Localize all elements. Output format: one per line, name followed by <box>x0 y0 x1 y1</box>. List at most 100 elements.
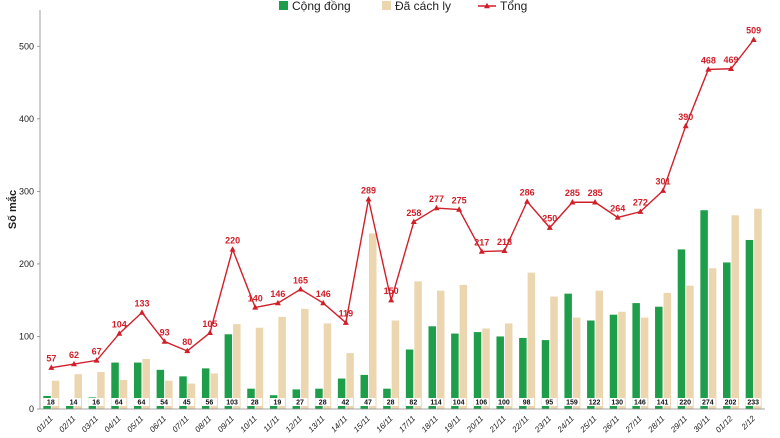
bar-value-label: 146 <box>634 400 646 407</box>
bar-value-label: 64 <box>138 400 146 407</box>
x-tick-label: 17/11 <box>397 414 417 434</box>
total-marker <box>705 66 712 72</box>
total-value-label: 146 <box>316 289 331 299</box>
bar-value-box <box>179 398 195 406</box>
x-tick-label: 01/11 <box>35 414 55 434</box>
y-tick-label: 300 <box>19 186 34 196</box>
bar-cong-dong <box>111 362 119 409</box>
bar-value-label: 19 <box>273 400 281 407</box>
bar-value-box <box>564 398 580 406</box>
bar-value-label: 28 <box>387 400 395 407</box>
bar-value-label: 100 <box>498 400 510 407</box>
bar-value-box <box>587 398 603 406</box>
x-tick-label: 09/11 <box>216 414 236 434</box>
bar-value-box <box>383 398 399 406</box>
bar-da-cach-ly <box>323 323 332 409</box>
x-tick-label: 02/11 <box>57 414 77 434</box>
bar-cong-dong <box>632 303 640 409</box>
bar-value-box <box>723 398 739 406</box>
x-tick-label: 03/11 <box>80 414 100 434</box>
x-tick-label: 07/11 <box>171 414 191 434</box>
bar-da-cach-ly <box>278 316 286 409</box>
bar-cong-dong <box>609 314 618 409</box>
bar-cong-dong <box>541 340 550 409</box>
bar-da-cach-ly <box>618 311 626 409</box>
bar-cong-dong <box>723 262 731 409</box>
total-marker <box>184 347 191 354</box>
y-axis: 0 100 200 300 400 500 <box>19 10 41 414</box>
bar-cong-dong <box>451 333 459 409</box>
bar-da-cach-ly <box>165 380 173 409</box>
bar-da-cach-ly <box>754 208 762 409</box>
bar-value-label: 141 <box>657 400 669 407</box>
bar-value-label: 202 <box>725 400 737 407</box>
x-tick-label: 20/11 <box>464 414 485 435</box>
x-tick-label: 23/11 <box>532 414 553 435</box>
x-tick-label: 14/11 <box>329 414 349 434</box>
bar-cong-dong <box>405 349 414 409</box>
bar-value-label: 64 <box>115 400 123 407</box>
legend-label-tong: Tổng <box>500 0 527 13</box>
x-tick-label: 12/11 <box>284 414 304 434</box>
total-marker <box>116 330 123 336</box>
x-tick-label: 08/11 <box>193 414 213 434</box>
bar-da-cach-ly <box>708 268 717 409</box>
bar-value-label: 220 <box>679 400 691 407</box>
total-value-label: 146 <box>270 289 285 299</box>
legend-swatch-da-cach-ly <box>382 1 391 10</box>
bar-value-label: 47 <box>364 400 372 407</box>
total-marker <box>614 214 621 220</box>
bar-cong-dong <box>224 334 233 409</box>
bar-value-box <box>43 398 59 406</box>
total-marker <box>70 360 77 367</box>
bar-da-cach-ly <box>142 358 150 409</box>
bar-cong-dong <box>745 239 754 409</box>
bar-da-cach-ly <box>74 374 82 409</box>
bar-value-box <box>496 398 512 406</box>
bar-value-box <box>224 398 240 406</box>
total-value-label: 67 <box>92 346 102 356</box>
total-value-label: 509 <box>746 26 761 36</box>
bar-cong-dong <box>700 210 708 409</box>
bar-value-label: 274 <box>702 400 714 407</box>
bar-da-cach-ly <box>459 284 468 409</box>
x-tick-label: 04/11 <box>103 414 123 434</box>
bar-value-box <box>655 398 671 406</box>
total-value-label: 220 <box>225 235 240 245</box>
total-marker <box>93 357 100 363</box>
total-marker <box>252 304 259 310</box>
bar-da-cach-ly <box>482 328 490 409</box>
bar-value-box <box>247 398 263 406</box>
bar-value-box <box>201 398 217 406</box>
total-line-layer: 57 62 67 104 133 93 80 105 220 140 146 165 146 119 289… <box>46 26 761 370</box>
total-value-label: 264 <box>610 203 625 213</box>
bar-da-cach-ly <box>436 290 445 409</box>
total-marker <box>48 364 55 370</box>
bar-value-box <box>337 398 353 406</box>
total-marker <box>229 246 236 252</box>
bar-cong-dong <box>677 249 686 409</box>
total-marker <box>365 196 372 202</box>
bar-value-label: 98 <box>523 400 531 407</box>
bar-cong-dong <box>587 320 595 409</box>
bar-value-box <box>156 398 172 406</box>
x-tick-label: 16/11 <box>374 414 394 434</box>
bar-value-box <box>609 398 625 406</box>
total-value-label: 272 <box>633 198 648 208</box>
bar-value-label: 45 <box>183 400 191 407</box>
legend-swatch-cong-dong <box>279 1 288 10</box>
x-tick-label: 2/12 <box>739 414 757 432</box>
bar-da-cach-ly <box>686 285 694 409</box>
bar-value-box <box>451 398 467 406</box>
bar-value-box <box>541 398 557 406</box>
total-value-label: 133 <box>134 299 149 309</box>
bar-da-cach-ly <box>233 324 241 409</box>
bar-da-cach-ly <box>640 317 649 409</box>
bar-value-label: 42 <box>341 400 349 407</box>
total-marker <box>524 198 531 204</box>
total-value-label: 217 <box>474 238 489 248</box>
bar-da-cach-ly <box>51 380 60 409</box>
x-tick-label: 21/11 <box>487 414 508 435</box>
total-value-label: 80 <box>182 337 192 347</box>
x-tick-label: 27/11 <box>623 414 644 435</box>
